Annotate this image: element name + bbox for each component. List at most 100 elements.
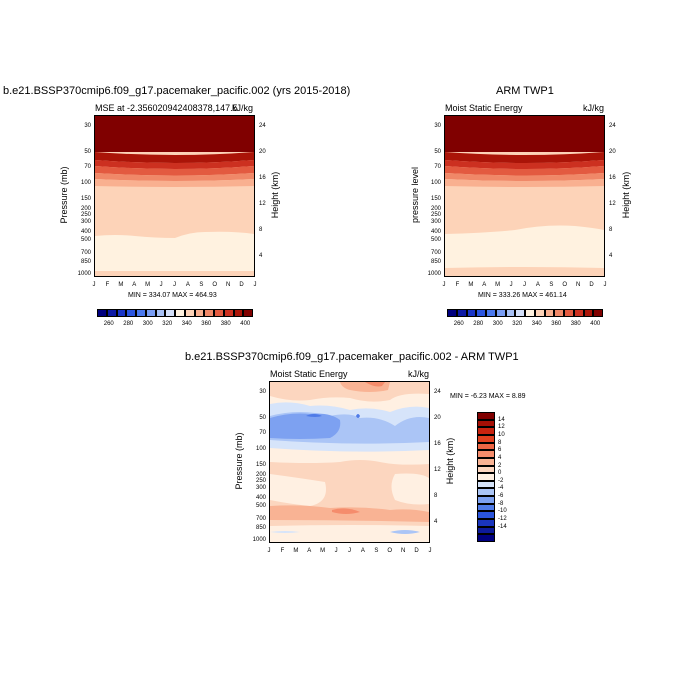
colorbar-label: 260 — [453, 321, 464, 327]
panel1-subtitle-right: kJ/kg — [232, 103, 254, 113]
month-tick-label: O — [212, 282, 218, 288]
height-tick-label: 16 — [609, 175, 616, 182]
pressure-tick-label: 500 — [430, 236, 441, 243]
pressure-tick-label: 300 — [255, 484, 266, 491]
colorbar-swatch — [477, 526, 495, 535]
colorbar-swatch — [214, 309, 224, 317]
pressure-tick-label: 500 — [255, 502, 266, 509]
pressure-tick-label: 250 — [80, 212, 91, 219]
p2-band-370 — [445, 160, 604, 169]
colorbar-swatch — [534, 309, 545, 317]
colorbar-label: 340 — [181, 321, 192, 327]
panel3-subtitle-right: kJ/kg — [408, 369, 430, 379]
pressure-tick-label: 400 — [255, 494, 266, 501]
height-tick-label: 16 — [434, 441, 441, 448]
colorbar-label: 12 — [498, 424, 505, 431]
colorbar-swatch — [477, 450, 495, 458]
colorbar-swatch — [564, 309, 574, 317]
colorbar-swatch — [477, 457, 495, 466]
colorbar-label: -14 — [498, 523, 507, 530]
panel1-colorbar — [97, 309, 253, 317]
height-tick-label: 8 — [609, 227, 613, 234]
month-tick-label: A — [535, 282, 540, 288]
pressure-tick-label: 100 — [255, 446, 266, 453]
colorbar-swatch — [477, 434, 495, 443]
month-tick-label: D — [414, 548, 419, 554]
month-tick-label: F — [280, 548, 285, 554]
colorbar-swatch — [184, 309, 195, 317]
month-tick-label: J — [523, 282, 526, 288]
colorbar-swatch — [573, 309, 584, 317]
colorbar-swatch — [243, 309, 253, 317]
month-tick-label: M — [495, 282, 501, 288]
p1-band-380 — [95, 152, 254, 163]
pressure-tick-label: 1000 — [427, 270, 441, 277]
height-tick-label: 24 — [434, 389, 441, 396]
p3-top-pos3 — [365, 382, 385, 387]
colorbar-swatch — [477, 519, 495, 527]
pressure-tick-label: 400 — [430, 228, 441, 235]
month-tick-label: J — [442, 282, 446, 288]
pressure-tick-label: 400 — [80, 228, 91, 235]
month-tick-label: N — [575, 282, 581, 288]
colorbar-label: 380 — [570, 321, 581, 327]
p2-band-380 — [445, 152, 604, 163]
month-tick-label: J — [267, 548, 271, 554]
colorbar-swatch — [145, 309, 156, 317]
panel2-ylabel-right: Height (km) — [621, 171, 631, 219]
month-tick-label: F — [105, 282, 110, 288]
panel1-minmax: MIN = 334.07 MAX = 464.93 — [128, 292, 217, 299]
colorbar-swatch — [477, 412, 495, 420]
colorbar-swatch — [456, 309, 467, 317]
month-tick-label: A — [307, 548, 312, 554]
colorbar-swatch — [106, 309, 117, 317]
colorbar-swatch — [466, 309, 477, 317]
colorbar-swatch — [515, 309, 525, 317]
height-tick-label: 20 — [609, 149, 616, 156]
colorbar-swatch — [544, 309, 555, 317]
colorbar-label: 340 — [531, 321, 542, 327]
panel3-ylabel-right: Height (km) — [445, 437, 455, 485]
colorbar-label: 4 — [498, 454, 502, 461]
colorbar-swatch — [233, 309, 244, 317]
pressure-tick-label: 70 — [434, 163, 441, 170]
colorbar-swatch — [477, 503, 495, 512]
month-tick-label: J — [159, 282, 163, 288]
panel1-ylabel-right: Height (km) — [270, 171, 280, 219]
p1-band-top — [95, 116, 254, 152]
panel1-plot-area — [94, 115, 255, 277]
p1-band-350 — [95, 173, 254, 181]
p2-sfc — [445, 268, 604, 276]
colorbar-swatch — [165, 309, 175, 317]
colorbar-swatch — [477, 419, 495, 428]
colorbar-swatch — [447, 309, 457, 317]
colorbar-swatch — [477, 442, 495, 451]
pressure-tick-label: 30 — [84, 123, 91, 130]
pressure-tick-label: 1000 — [77, 270, 91, 277]
month-tick-label: J — [348, 548, 351, 554]
height-tick-label: 12 — [609, 201, 616, 208]
p1-blob — [143, 238, 157, 242]
panel1-heatmap — [95, 116, 254, 276]
pressure-tick-label: 150 — [80, 196, 91, 203]
colorbar-label: 260 — [103, 321, 114, 327]
pressure-tick-label: 30 — [434, 123, 441, 130]
pressure-tick-label: 300 — [430, 218, 441, 225]
p3-low-neg2 — [270, 531, 300, 533]
pressure-tick-label: 250 — [255, 478, 266, 485]
p3-mid-neutral2 — [391, 473, 429, 505]
height-tick-label: 4 — [434, 518, 438, 525]
month-tick-label: M — [145, 282, 151, 288]
colorbar-label: -6 — [498, 493, 504, 500]
month-tick-label: A — [482, 282, 487, 288]
pressure-tick-label: 100 — [430, 180, 441, 187]
panel2-subtitle-right: kJ/kg — [583, 103, 605, 113]
colorbar-swatch — [155, 309, 166, 317]
colorbar-label: 280 — [123, 321, 134, 327]
colorbar-swatch — [477, 488, 495, 497]
p1-band-low — [95, 231, 254, 274]
month-tick-label: J — [334, 548, 338, 554]
panel2-minmax: MIN = 333.26 MAX = 461.14 — [478, 292, 567, 299]
month-tick-label: A — [132, 282, 137, 288]
colorbar-label: 0 — [498, 470, 502, 477]
